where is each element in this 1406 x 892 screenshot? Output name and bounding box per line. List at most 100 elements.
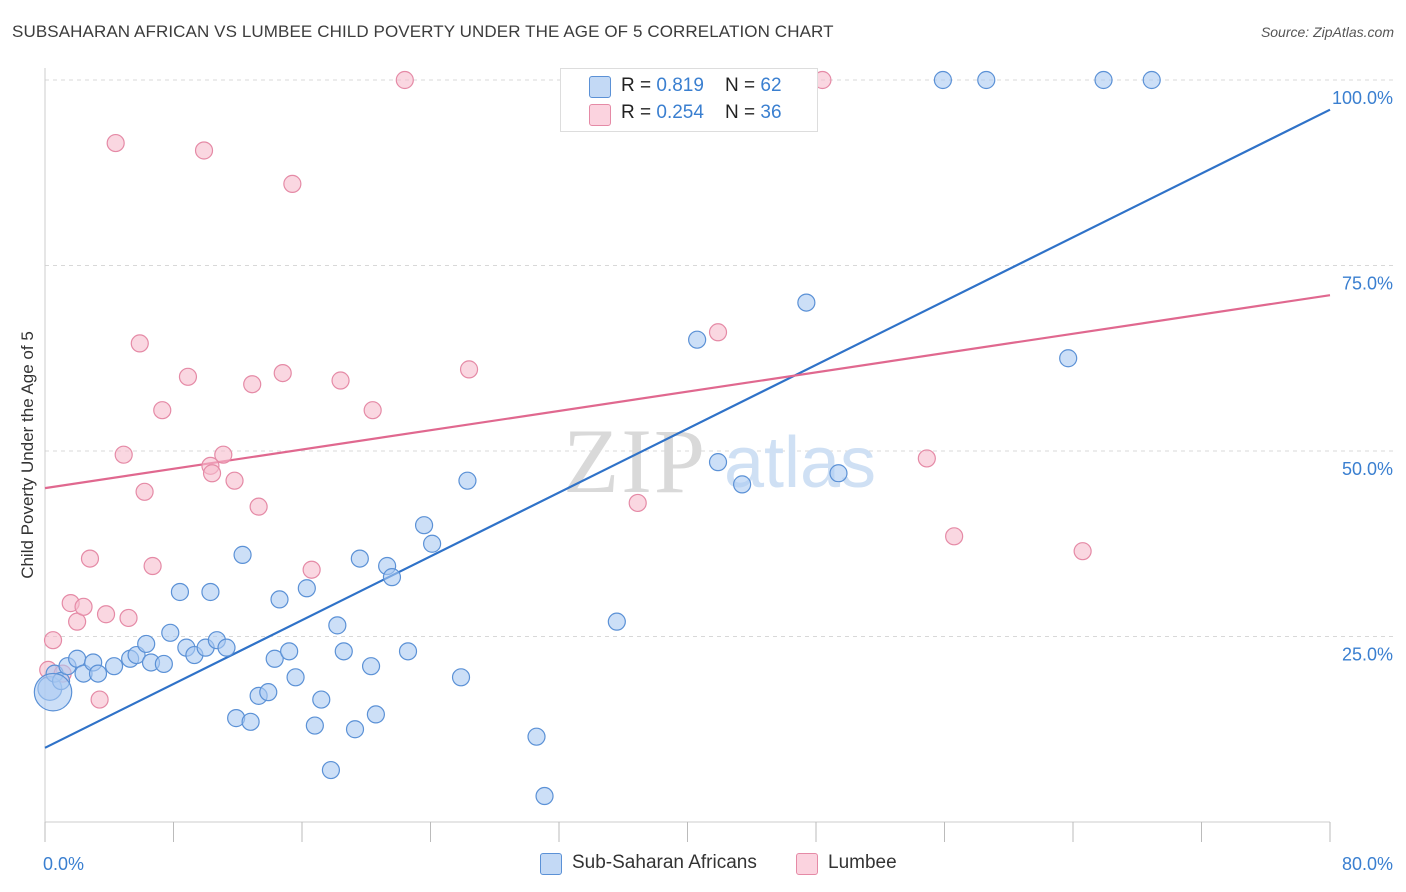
lumbee-point xyxy=(96,605,116,624)
bottom-legend-label-pink: Lumbee xyxy=(828,852,897,873)
legend-n-label: N = xyxy=(725,102,761,123)
legend-swatch-pink xyxy=(589,104,611,126)
lumbee-point xyxy=(249,497,268,516)
sub-saharan-point xyxy=(297,579,316,598)
sub-saharan-point xyxy=(334,642,353,661)
sub-saharan-point xyxy=(104,657,124,676)
sub-saharan-point xyxy=(1142,70,1161,90)
lumbee-point xyxy=(395,70,414,90)
legend-r-value: 0.819 xyxy=(656,75,704,96)
lumbee-point xyxy=(153,401,172,420)
sub-saharan-point xyxy=(829,464,848,483)
sub-saharan-point xyxy=(161,623,180,642)
lumbee-trend-line xyxy=(44,294,1331,490)
lumbee-point xyxy=(363,401,382,420)
sub-saharan-point xyxy=(708,453,728,472)
legend-r-label: R = xyxy=(621,75,657,96)
lumbee-point xyxy=(283,174,302,193)
sub-saharan-trend-line xyxy=(44,108,1331,749)
lumbee-point xyxy=(628,493,647,513)
sub-saharan-point xyxy=(382,568,402,587)
legend-r-value: 0.254 xyxy=(656,102,704,123)
lumbee-point xyxy=(178,367,198,386)
lumbee-point xyxy=(135,482,154,501)
sub-saharan-point xyxy=(328,616,347,635)
tick-labels: 25.0% 50.0% 75.0% 100.0% 0.0% 80.0% xyxy=(43,88,1393,874)
sub-saharan-point xyxy=(361,657,381,676)
sub-saharan-point xyxy=(305,716,324,735)
sub-saharan-point xyxy=(33,672,73,712)
sub-saharan-point xyxy=(233,545,252,564)
y-axis-label: Child Poverty Under the Age of 5 xyxy=(18,331,37,579)
sub-saharan-point xyxy=(312,690,331,709)
sub-saharan-point xyxy=(137,634,156,654)
bottom-legend-label-blue: Sub-Saharan Africans xyxy=(572,852,757,873)
sub-saharan-point xyxy=(170,582,190,602)
sub-saharan-point xyxy=(933,70,952,90)
sub-saharan-point xyxy=(154,654,173,674)
sub-saharan-point xyxy=(286,668,305,687)
sub-saharan-point xyxy=(217,638,236,657)
lumbee-point xyxy=(80,549,100,568)
sub-saharan-point xyxy=(345,720,365,739)
lumbee-point xyxy=(90,690,109,709)
y-tick-label: 75.0% xyxy=(1342,274,1393,294)
y-tick-label: 100.0% xyxy=(1332,88,1393,108)
x-tick-label: 0.0% xyxy=(43,854,84,874)
lumbee-point xyxy=(106,133,125,153)
lumbee-point xyxy=(917,449,936,468)
lumbee-point xyxy=(74,597,93,616)
lumbee-point xyxy=(43,631,63,650)
lumbee-point xyxy=(130,334,149,353)
sub-saharan-point xyxy=(797,293,816,312)
sub-saharan-point xyxy=(535,786,554,806)
data-points xyxy=(33,70,1161,806)
sub-saharan-point xyxy=(458,471,477,490)
sub-saharan-point xyxy=(414,516,434,535)
sub-saharan-point xyxy=(423,534,442,553)
sub-saharan-point xyxy=(977,70,996,90)
sub-saharan-point xyxy=(366,705,385,724)
lumbee-point xyxy=(273,363,292,383)
sub-saharan-point xyxy=(88,664,108,683)
legend-r-label: R = xyxy=(621,102,657,123)
sub-saharan-point xyxy=(241,712,260,731)
legend-n-value: 36 xyxy=(760,102,782,123)
sub-saharan-point xyxy=(350,549,369,568)
sub-saharan-point xyxy=(733,475,752,494)
source-label: Source: ZipAtlas.com xyxy=(1260,24,1394,40)
lumbee-point xyxy=(708,323,728,342)
lumbee-point xyxy=(119,608,138,628)
lumbee-point xyxy=(945,527,964,546)
sub-saharan-point xyxy=(321,760,341,780)
sub-saharan-point xyxy=(607,612,626,631)
lumbee-point xyxy=(302,560,321,579)
legend-row-blue: R = 0.819 N = 62 xyxy=(621,75,782,97)
lumbee-point xyxy=(1073,542,1092,561)
sub-saharan-point xyxy=(259,683,278,702)
y-tick-label: 50.0% xyxy=(1342,459,1393,479)
bottom-legend-swatch-blue xyxy=(540,853,562,875)
legend-swatch-blue xyxy=(589,76,611,98)
x-tick-label: 80.0% xyxy=(1342,854,1393,874)
legend-n-value: 62 xyxy=(760,75,782,96)
lumbee-point xyxy=(243,375,262,394)
sub-saharan-point xyxy=(201,582,220,602)
y-tick-label: 25.0% xyxy=(1342,645,1393,665)
lumbee-point xyxy=(214,445,233,464)
sub-saharan-point xyxy=(1094,70,1113,90)
sub-saharan-point xyxy=(451,668,471,687)
lumbee-point xyxy=(143,556,162,576)
lumbee-point xyxy=(225,471,244,490)
sub-saharan-point xyxy=(270,590,289,609)
lumbee-point xyxy=(202,464,222,483)
sub-saharan-point xyxy=(398,642,418,661)
sub-saharan-point xyxy=(265,649,284,668)
sub-saharan-point xyxy=(688,330,707,349)
sub-saharan-point xyxy=(280,642,299,661)
legend: R = 0.819 N = 62 R = 0.254 N = 36 xyxy=(560,68,818,132)
lumbee-point xyxy=(331,371,350,390)
lumbee-point xyxy=(114,445,133,464)
sub-saharan-point xyxy=(527,727,546,746)
